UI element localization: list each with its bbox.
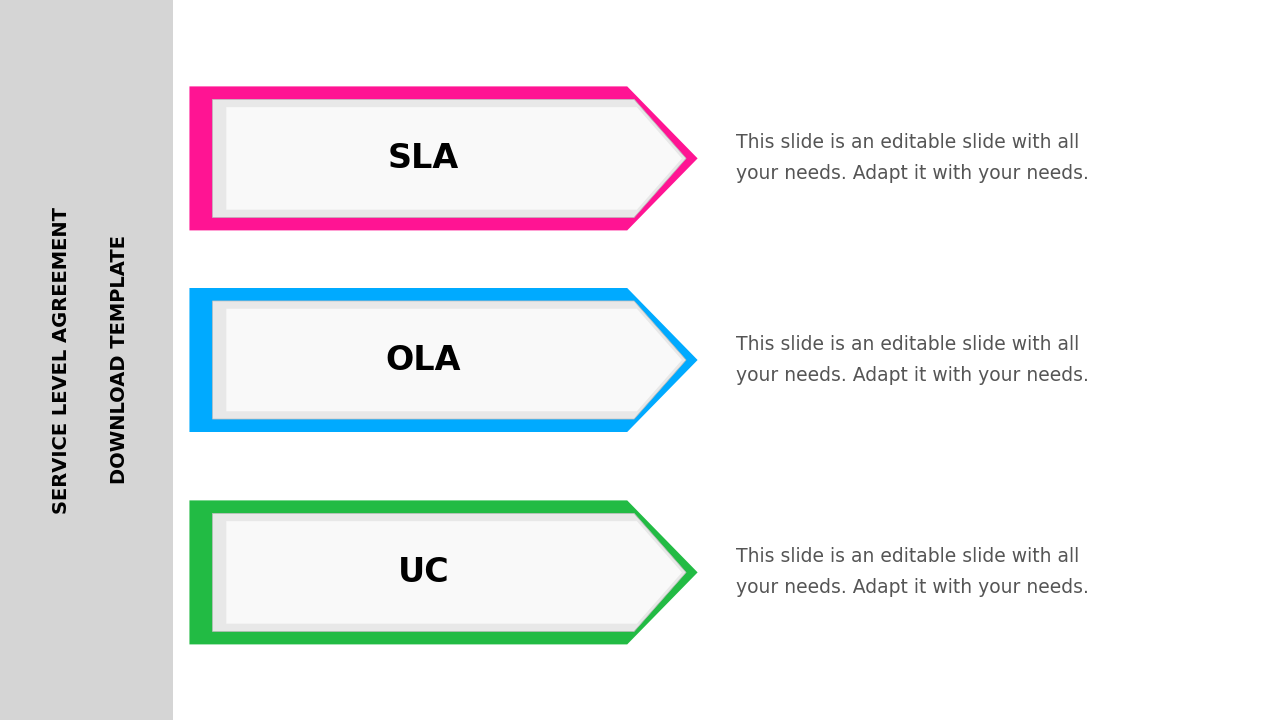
Polygon shape: [212, 99, 686, 217]
Text: OLA: OLA: [385, 343, 461, 377]
Polygon shape: [189, 288, 698, 432]
Polygon shape: [189, 86, 698, 230]
Text: SERVICE LEVEL AGREEMENT: SERVICE LEVEL AGREEMENT: [52, 207, 70, 513]
Polygon shape: [189, 500, 698, 644]
Text: This slide is an editable slide with all
your needs. Adapt it with your needs.: This slide is an editable slide with all…: [736, 133, 1089, 184]
Polygon shape: [227, 107, 682, 210]
Text: This slide is an editable slide with all
your needs. Adapt it with your needs.: This slide is an editable slide with all…: [736, 335, 1089, 385]
Polygon shape: [227, 521, 682, 624]
Polygon shape: [212, 513, 686, 631]
Text: This slide is an editable slide with all
your needs. Adapt it with your needs.: This slide is an editable slide with all…: [736, 547, 1089, 598]
Text: DOWNLOAD TEMPLATE: DOWNLOAD TEMPLATE: [110, 235, 128, 485]
Text: UC: UC: [397, 556, 449, 589]
Bar: [0, 0, 173, 720]
Text: SLA: SLA: [388, 142, 460, 175]
Polygon shape: [227, 309, 682, 411]
Polygon shape: [212, 301, 686, 419]
